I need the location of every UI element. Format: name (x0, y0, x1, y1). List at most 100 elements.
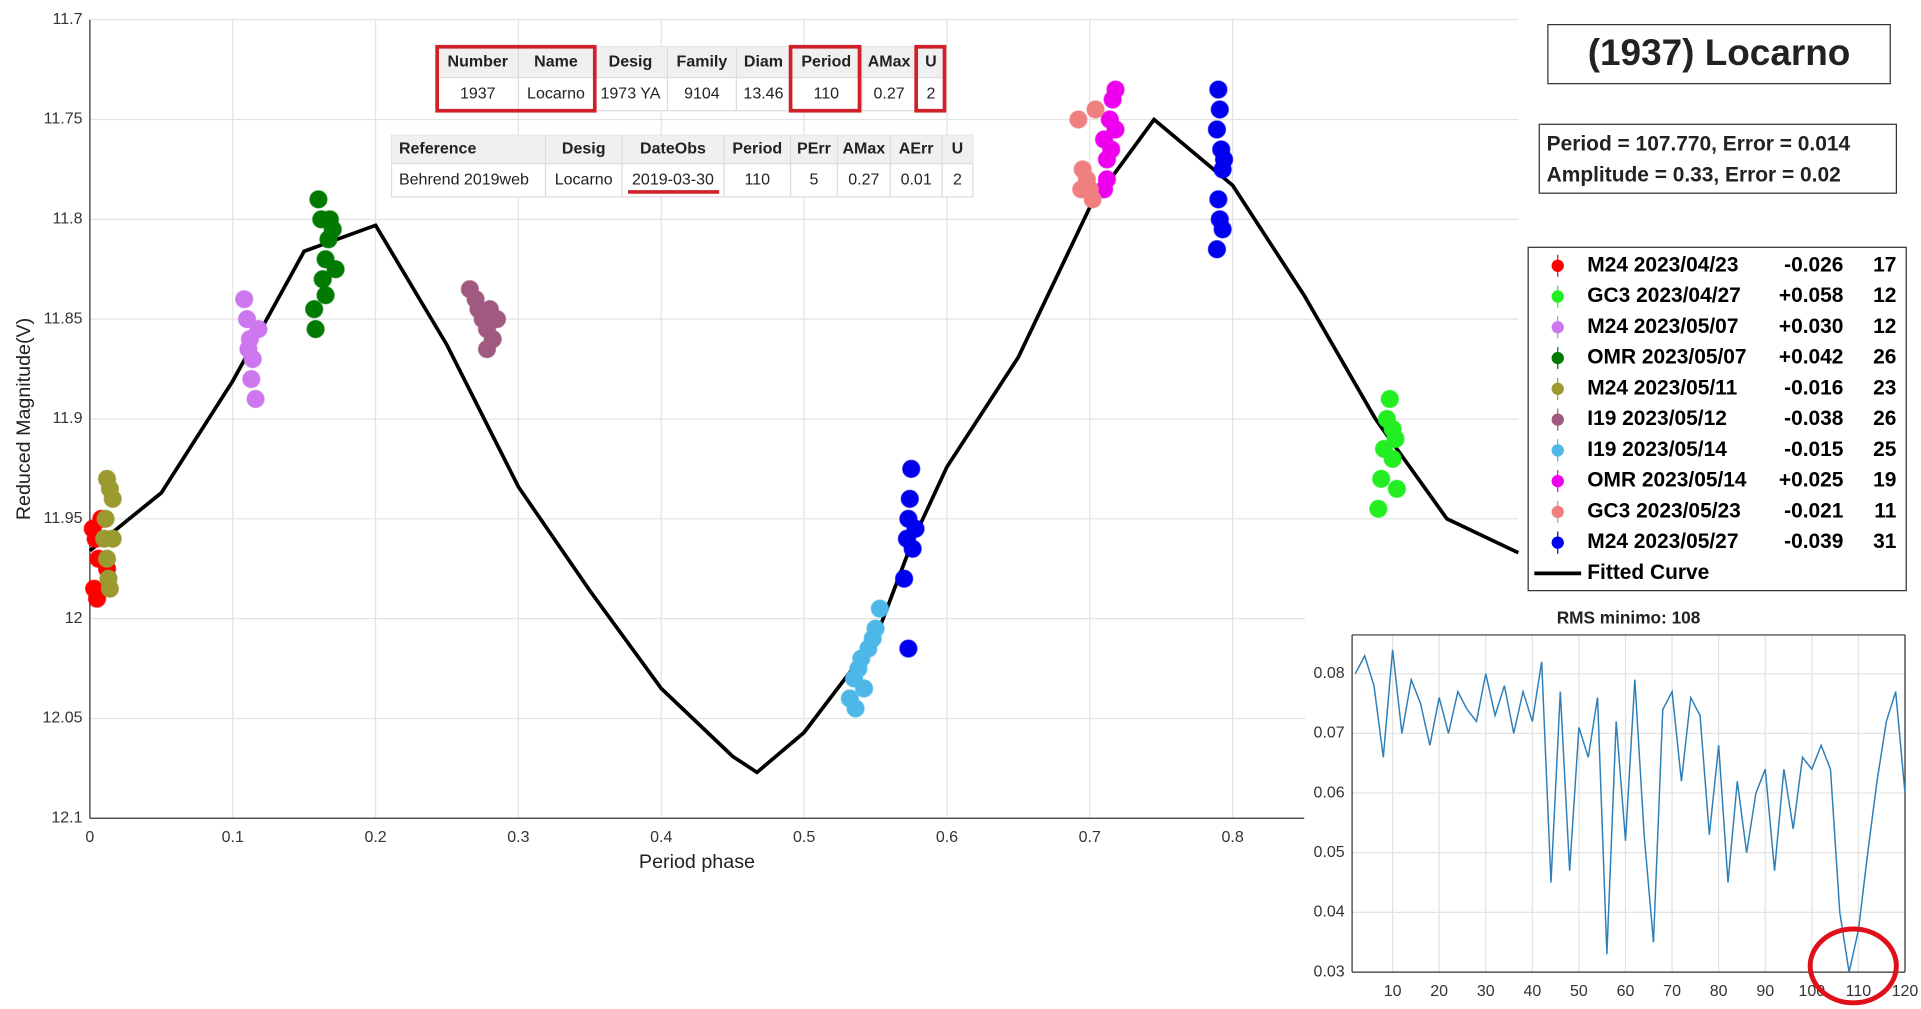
data-point (1086, 100, 1105, 119)
data-point (87, 589, 107, 608)
legend-swatch (1551, 382, 1564, 395)
legend-box (1527, 246, 1907, 592)
y-tick-label: 0.06 (1314, 784, 1345, 801)
table-cell: Locarno (527, 85, 585, 102)
table-header-cell: U (952, 141, 964, 158)
data-point (487, 309, 507, 329)
x-tick-label: 0.5 (793, 829, 815, 846)
x-tick-label: 10 (1384, 983, 1402, 1000)
table-cell: 9104 (684, 85, 720, 102)
legend-swatch (1551, 413, 1564, 426)
table-cell: 1973 YA (601, 85, 661, 102)
data-point (1207, 240, 1227, 259)
data-point (234, 289, 254, 309)
table-header-cell: Number (448, 53, 508, 70)
data-point (870, 599, 890, 618)
table-cell: Behrend 2019web (399, 171, 529, 188)
data-point (1071, 180, 1091, 199)
y-tick-label: 11.8 (53, 211, 83, 228)
data-point (103, 529, 122, 548)
legend-offset: +0.030 (1779, 315, 1844, 338)
table-cell: 13.46 (743, 85, 783, 102)
legend-label: GC3 2023/05/23 (1587, 499, 1740, 522)
legend-offset: -0.021 (1784, 499, 1844, 522)
legend-label: I19 2023/05/14 (1587, 438, 1727, 461)
fit-info: Period = 107.770, Error = 0.014 (1547, 133, 1851, 156)
legend-offset: -0.038 (1784, 407, 1843, 430)
x-tick-label: 0.6 (936, 829, 958, 846)
y-tick-label: 12.05 (42, 710, 82, 727)
table-header-cell: AErr (899, 141, 934, 158)
highlight-box (914, 44, 947, 113)
data-point (1386, 429, 1405, 449)
table-header-cell: AMax (868, 53, 911, 70)
table-header-cell: Desig (609, 53, 653, 70)
legend-count: 23 (1873, 376, 1896, 399)
data-point (1207, 120, 1227, 139)
legend-swatch (1551, 321, 1564, 334)
legend-swatch (1551, 351, 1564, 365)
highlight-box (435, 44, 597, 113)
legend-count: 26 (1873, 346, 1896, 369)
y-axis-label: Reduced Magnitude(V) (13, 318, 35, 520)
y-tick-label: 0.04 (1314, 904, 1345, 921)
table-header-cell: Reference (399, 141, 477, 158)
legend-label: M24 2023/05/11 (1587, 376, 1737, 399)
data-point (1209, 80, 1228, 99)
legend-count: 25 (1873, 438, 1897, 461)
table-cell: 0.27 (848, 171, 879, 188)
data-point (1101, 140, 1121, 159)
legend-swatch (1551, 536, 1564, 549)
table-cell: 0.27 (874, 85, 905, 102)
data-point (242, 369, 261, 389)
table-cell: 1937 (460, 85, 496, 102)
data-point (1106, 120, 1125, 139)
legend-count: 31 (1873, 530, 1897, 553)
data-point (1214, 150, 1234, 169)
table-cell: 2019-03-30 (632, 171, 714, 188)
legend-count: 19 (1873, 469, 1896, 492)
x-tick-label: 50 (1570, 983, 1588, 1000)
x-tick-label: 0.8 (1222, 829, 1244, 846)
chart-title: RMS minimo: 108 (1557, 607, 1701, 627)
table-header-cell: AMax (842, 141, 885, 158)
data-point (246, 389, 265, 409)
x-axis-label: Period phase (639, 851, 755, 873)
x-tick-label: 0.7 (1079, 829, 1101, 846)
table-cell: 5 (810, 171, 819, 188)
legend-count: 11 (1874, 499, 1896, 522)
x-tick-label: 0.1 (222, 829, 244, 846)
data-point (249, 319, 268, 339)
fitted-curve (88, 116, 1520, 775)
data-point (906, 519, 925, 539)
data-point (903, 539, 922, 558)
x-tick-label: 90 (1756, 983, 1774, 1000)
data-point (866, 619, 885, 638)
data-point (1106, 80, 1125, 99)
data-point (900, 489, 920, 509)
x-tick-label: 60 (1617, 983, 1635, 1000)
legend-swatch (1551, 505, 1564, 519)
x-tick-label: 0.4 (650, 829, 672, 846)
x-tick-label: 0.3 (507, 829, 529, 846)
legend-label: I19 2023/05/12 (1587, 407, 1727, 430)
y-tick-label: 11.75 (44, 111, 83, 128)
table-cell: 0.01 (901, 171, 932, 188)
table-header-cell: PErr (797, 141, 831, 158)
x-tick-label: 0.2 (364, 829, 386, 846)
table-header-cell: DateObs (640, 141, 706, 158)
table-header-cell: Period (732, 141, 782, 158)
table-cell: 110 (745, 171, 771, 188)
legend-swatch (1551, 259, 1564, 272)
legend-swatch (1551, 290, 1564, 303)
table-cell: 110 (814, 85, 840, 102)
x-tick-label: 20 (1430, 983, 1448, 1000)
legend-offset: +0.058 (1779, 284, 1844, 307)
fit-info-box (1538, 123, 1897, 194)
data-point (103, 489, 122, 509)
rms-line (1354, 649, 1906, 973)
y-tick-label: 0.05 (1314, 844, 1345, 861)
table-header-cell: Desig (562, 141, 606, 158)
data-point (326, 260, 345, 279)
